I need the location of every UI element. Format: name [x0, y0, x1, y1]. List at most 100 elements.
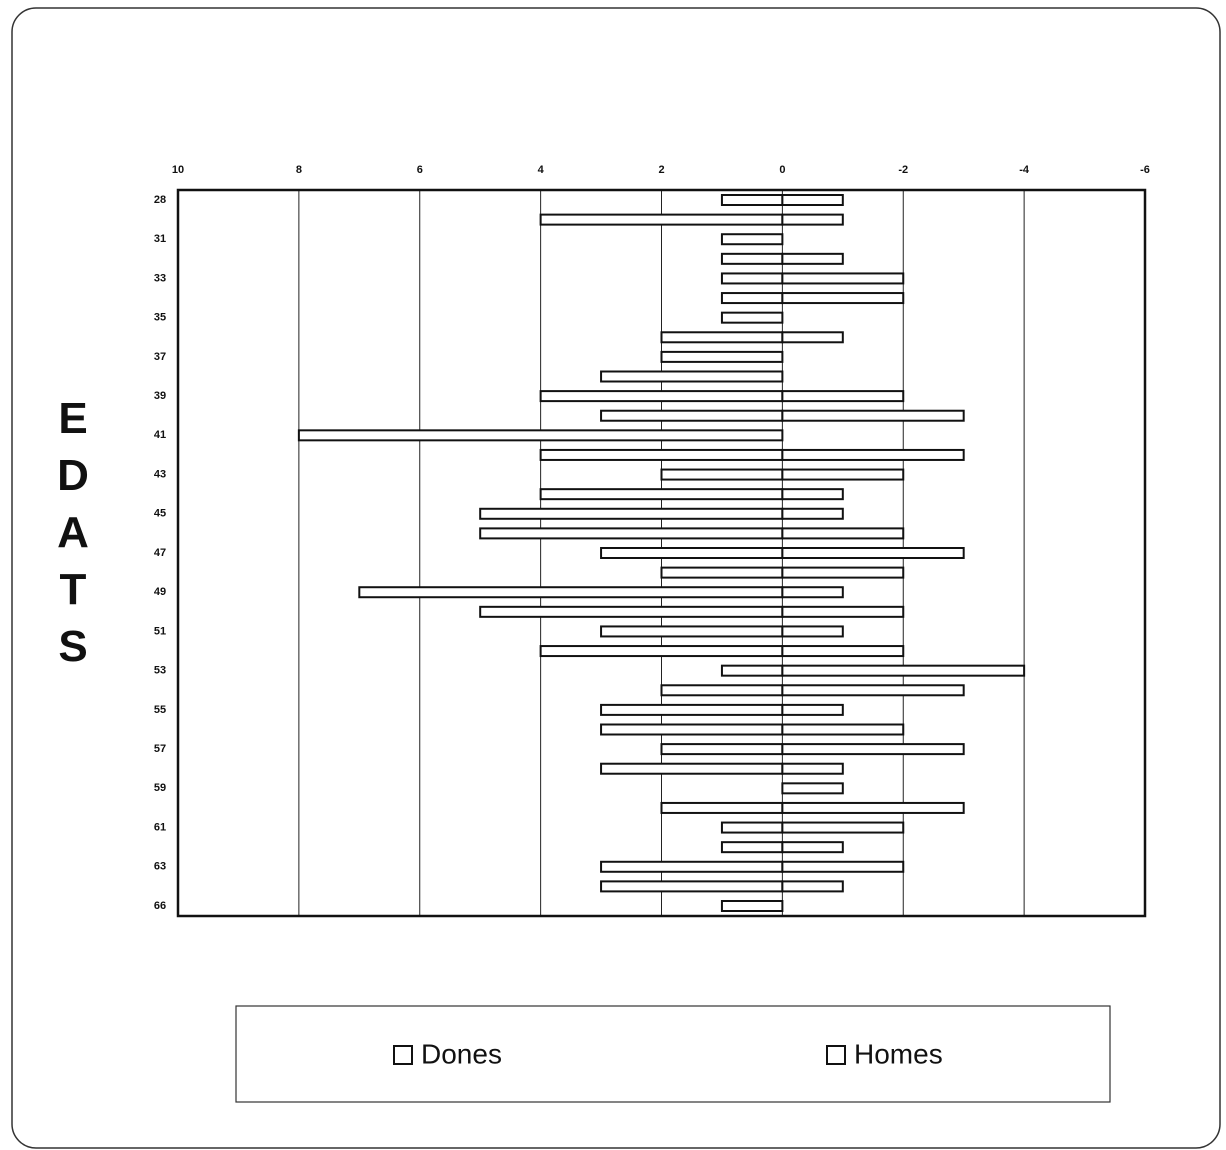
y-tick-label: 61 [154, 821, 166, 833]
y-tick-label: 51 [154, 625, 166, 637]
bar [781, 527, 905, 540]
x-tick-label: 0 [779, 164, 785, 176]
legend-swatch [826, 1045, 846, 1065]
bar [781, 762, 844, 775]
bar [539, 645, 784, 658]
bar [539, 213, 784, 226]
x-tick-label: 10 [172, 164, 184, 176]
bar [781, 488, 844, 501]
y-tick-label: 63 [154, 861, 166, 873]
bar [660, 566, 784, 579]
bar [720, 664, 784, 677]
y-tick-label: 28 [154, 194, 166, 206]
x-tick-label: 4 [538, 164, 545, 176]
bar [600, 703, 784, 716]
bar [720, 292, 784, 305]
bar [660, 331, 784, 344]
bar [600, 860, 784, 873]
bar [358, 586, 784, 599]
bar [781, 703, 844, 716]
bar [660, 684, 784, 697]
bar [781, 331, 844, 344]
y-tick-label: 57 [154, 743, 166, 755]
y-tick-label: 59 [154, 782, 166, 794]
legend-swatch [393, 1045, 413, 1065]
bar [600, 625, 784, 638]
bar [781, 645, 905, 658]
y-tick-label: 37 [154, 351, 166, 363]
bar [720, 841, 784, 854]
bar [539, 448, 784, 461]
x-tick-label: 8 [296, 164, 302, 176]
bar [660, 801, 784, 814]
bar [600, 880, 784, 893]
x-tick-label: -2 [898, 164, 908, 176]
bar [479, 605, 784, 618]
y-tick-label: 66 [154, 900, 166, 912]
bar [781, 409, 965, 422]
bar [720, 233, 784, 246]
bar [479, 507, 784, 520]
bar [600, 762, 784, 775]
bar [781, 880, 844, 893]
y-tick-label: 49 [154, 586, 166, 598]
y-tick-label: 53 [154, 665, 166, 677]
y-tick-label: 33 [154, 272, 166, 284]
bar [600, 409, 784, 422]
y-tick-label: 39 [154, 390, 166, 402]
x-tick-label: 2 [658, 164, 664, 176]
bar [781, 448, 965, 461]
bar [781, 272, 905, 285]
bar [781, 468, 905, 481]
bar [781, 743, 965, 756]
bar [781, 625, 844, 638]
bar [720, 821, 784, 834]
legend-label: Dones [421, 1038, 502, 1069]
bar [781, 664, 1026, 677]
bar [781, 252, 844, 265]
y-tick-label: 47 [154, 547, 166, 559]
y-tick-label: 55 [154, 704, 166, 716]
x-tick-label: -6 [1140, 164, 1150, 176]
legend-label: Homes [854, 1038, 943, 1069]
x-tick-label: 6 [417, 164, 423, 176]
bar [781, 292, 905, 305]
bar [781, 860, 905, 873]
y-tick-label: 31 [154, 233, 166, 245]
y-axis-title: EDATS [57, 394, 89, 671]
bar [297, 429, 784, 442]
bar [600, 547, 784, 559]
frame [11, 7, 1221, 1149]
bar [660, 743, 784, 756]
bar [781, 566, 905, 579]
bar [539, 488, 784, 501]
bar [720, 311, 784, 324]
bar [781, 194, 844, 206]
bar [720, 900, 784, 912]
bar [781, 821, 905, 834]
bar [781, 684, 965, 697]
x-tick-label: -4 [1019, 164, 1030, 176]
bar [781, 841, 844, 854]
bar [660, 350, 784, 363]
bar [781, 547, 965, 559]
bar [600, 370, 784, 383]
legend-box [235, 1005, 1111, 1103]
bar [781, 605, 905, 618]
y-tick-label: 41 [154, 429, 166, 441]
bar [781, 723, 905, 736]
bar [479, 527, 784, 540]
bar [781, 586, 844, 599]
y-tick-label: 43 [154, 468, 166, 480]
bar [720, 252, 784, 265]
bar [781, 390, 905, 403]
bar [539, 390, 784, 403]
y-tick-label: 45 [154, 508, 166, 520]
bar [660, 468, 784, 481]
bar [720, 272, 784, 285]
plot-border [176, 188, 1147, 918]
bar [720, 194, 784, 206]
bar [781, 213, 844, 226]
